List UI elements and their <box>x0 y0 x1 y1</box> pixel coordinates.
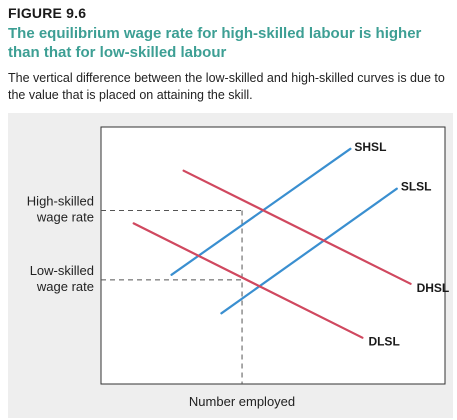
curve-label-dlsl: DLSL <box>368 335 399 349</box>
curve-shsl <box>170 147 352 276</box>
y-marker-label: Low-skilled wage rate <box>30 263 94 294</box>
y-marker-label-line: wage rate <box>36 279 94 294</box>
curve-dlsl <box>132 222 364 339</box>
y-marker-label-line: wage rate <box>36 210 94 225</box>
curve-label-dhsl: DHSL <box>417 281 450 295</box>
guide-lines <box>101 210 243 384</box>
figure-caption: The vertical difference between the low-… <box>8 71 445 102</box>
curves <box>132 147 412 339</box>
figure-label: FIGURE 9.6 <box>8 5 87 21</box>
curve-slsl <box>220 187 398 315</box>
y-marker-label: High-skilled wage rate <box>27 194 94 225</box>
y-marker-label-line: Low-skilled <box>30 263 94 278</box>
curve-dhsl <box>182 169 412 285</box>
curve-label-shsl: SHSL <box>354 140 386 154</box>
x-axis-label: Number employed <box>189 394 295 409</box>
figure-title: The equilibrium wage rate for high-skill… <box>8 25 422 61</box>
chart-panel: High-skilled wage rate Low-skilled wage rat… <box>8 113 453 418</box>
plot-area <box>100 126 446 385</box>
curve-label-slsl: SLSL <box>401 180 432 194</box>
y-marker-label-line: High-skilled <box>27 194 94 209</box>
